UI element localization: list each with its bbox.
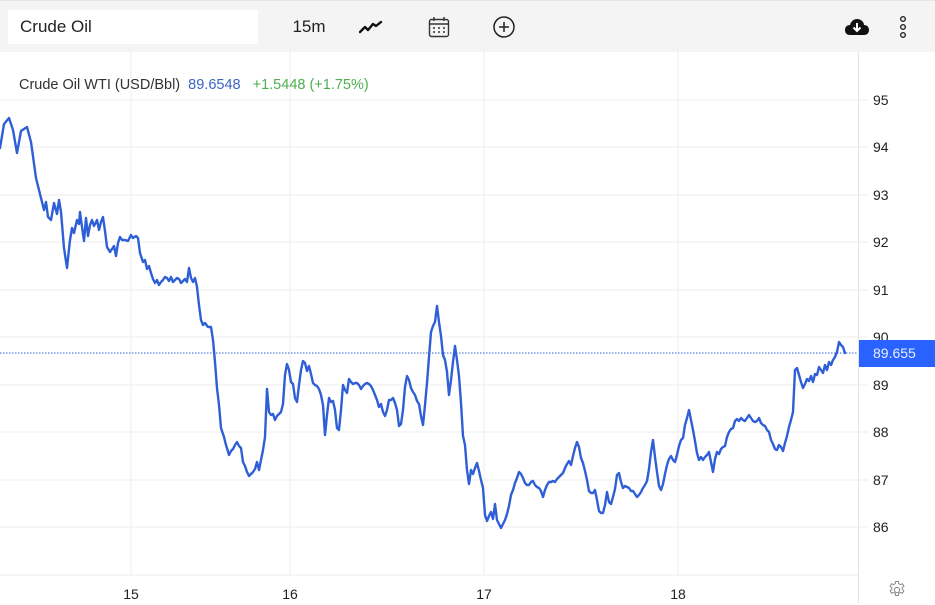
y-tick: 91	[873, 282, 889, 298]
symbol-search-input[interactable]	[8, 10, 258, 44]
date-range-button[interactable]	[420, 10, 458, 44]
chart-legend: Crude Oil WTI (USD/Bbl) 89.6548 +1.5448 …	[19, 77, 369, 93]
horizontal-grid	[0, 99, 868, 576]
chart-settings-button[interactable]	[887, 580, 907, 600]
y-tick: 95	[873, 92, 889, 108]
legend-price: 89.6548	[188, 77, 241, 93]
chart-toolbar: 15m	[0, 0, 935, 52]
x-tick: 18	[670, 586, 686, 602]
x-tick: 16	[282, 586, 298, 602]
cloud-download-icon	[845, 19, 869, 35]
y-tick: 94	[873, 139, 889, 155]
interval-button[interactable]: 15m	[286, 10, 332, 44]
calendar-icon	[428, 17, 450, 38]
interval-label: 15m	[292, 17, 326, 36]
gear-icon	[889, 581, 905, 596]
y-tick: 86	[873, 519, 889, 535]
y-tick: 88	[873, 424, 889, 440]
download-button[interactable]	[840, 10, 874, 44]
line-chart-icon	[359, 20, 383, 34]
y-tick: 93	[873, 187, 889, 203]
last-price-tag: 89.655	[859, 340, 935, 367]
compare-button[interactable]	[486, 10, 522, 44]
more-options-button[interactable]	[890, 10, 916, 44]
y-tick: 89	[873, 377, 889, 393]
legend-change: +1.5448 (+1.75%)	[252, 77, 369, 93]
more-vertical-icon	[900, 16, 906, 39]
x-tick: 15	[123, 586, 139, 602]
x-tick: 17	[476, 586, 492, 602]
price-line	[0, 116, 847, 530]
plus-circle-icon	[493, 16, 515, 38]
y-tick: 92	[873, 234, 889, 250]
legend-symbol-name: Crude Oil WTI (USD/Bbl)	[19, 77, 181, 93]
chart-type-button[interactable]	[352, 10, 390, 44]
y-tick: 87	[873, 472, 889, 488]
